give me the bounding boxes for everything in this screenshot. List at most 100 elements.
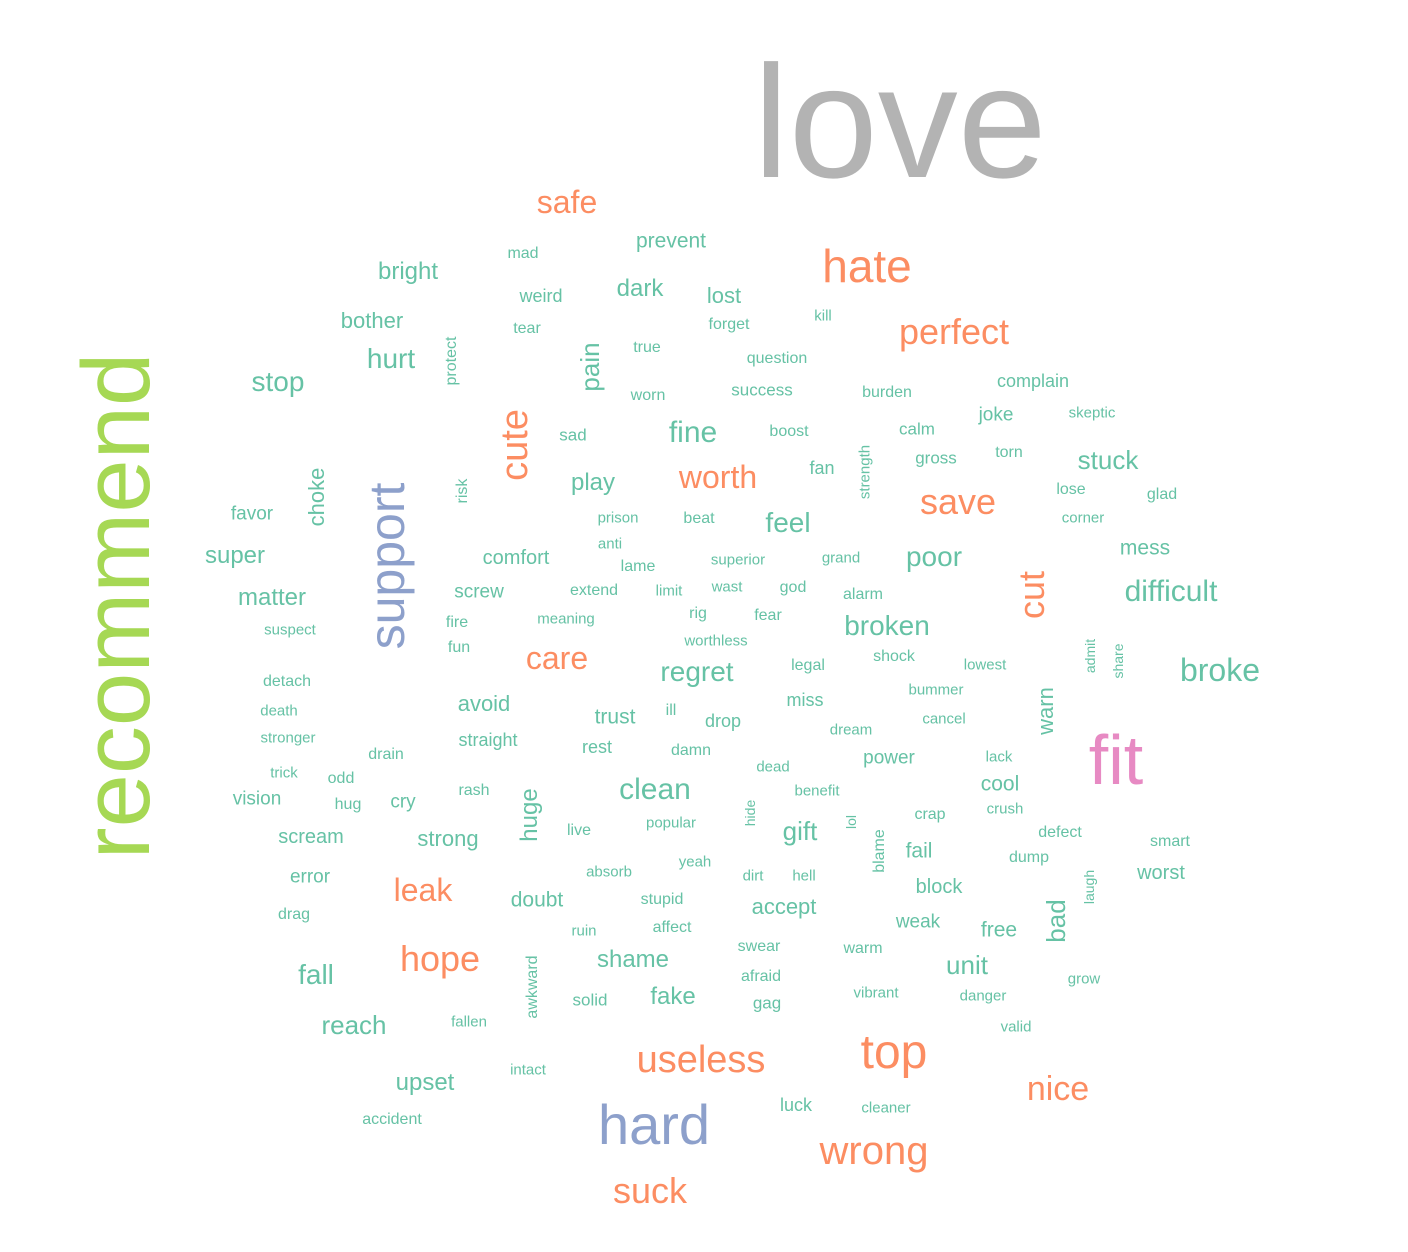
word-awkward: awkward [524,955,541,1019]
word-hug: hug [334,796,362,813]
word-ill: ill [665,702,677,719]
word-dark: dark [616,275,664,302]
word-live: live [566,822,592,839]
word-choke: choke [304,467,329,527]
word-screw: screw [454,581,504,603]
word-fake: fake [650,983,696,1010]
word-unit: unit [946,950,988,980]
word-popular: popular [645,814,697,832]
word-super: super [204,542,266,569]
word-absorb: absorb [586,863,632,881]
word-fun: fun [447,639,471,656]
word-death: death [260,702,298,720]
word-doubt: doubt [510,888,564,912]
word-yeah: yeah [678,853,712,871]
word-valid: valid [1000,1018,1032,1036]
word-drop: drop [704,711,742,731]
word-lol: lol [843,814,859,830]
word-prevent: prevent [635,229,707,253]
word-comfort: comfort [482,547,550,569]
word-dream: dream [829,721,873,739]
word-corner: corner [1061,509,1105,527]
word-power: power [863,747,915,769]
word-cute: cute [494,409,536,481]
word-gift: gift [782,816,818,846]
word-luck: luck [779,1095,813,1115]
word-stop: stop [251,366,305,397]
word-odd: odd [327,770,355,787]
word-hard: hard [597,1093,711,1156]
word-difficult: difficult [1124,575,1218,608]
word-protect: protect [443,336,460,386]
word-save: save [919,481,997,522]
word-drag: drag [277,906,311,923]
word-safe: safe [536,184,598,220]
word-fine: fine [668,416,718,449]
word-fit: fit [1088,721,1144,799]
word-poor: poor [905,541,963,572]
word-legal: legal [791,657,825,674]
word-lose: lose [1056,481,1086,498]
word-bummer: bummer [908,681,964,699]
word-vibrant: vibrant [853,984,899,1002]
word-worn: worn [630,387,666,404]
word-broke: broke [1179,652,1261,688]
word-dirt: dirt [742,867,764,885]
word-love: love [753,32,1047,211]
word-block: block [915,876,963,898]
word-error: error [289,866,331,888]
word-prison: prison [597,509,639,527]
word-cry: cry [390,791,416,813]
word-accident: accident [362,1111,422,1128]
word-lame: lame [620,558,656,575]
word-question: question [746,350,808,367]
word-bright: bright [377,258,439,285]
word-clean: clean [619,773,691,806]
word-blame: blame [871,829,888,873]
word-defect: defect [1038,824,1082,841]
word-risk: risk [454,478,471,504]
word-lost: lost [706,283,742,308]
word-danger: danger [959,987,1007,1005]
word-fire: fire [445,614,469,631]
word-worthless: worthless [684,632,748,650]
word-stuck: stuck [1077,445,1139,475]
word-leak: leak [393,872,453,908]
word-fan: fan [809,458,835,478]
word-solid: solid [572,990,608,1010]
word-rig: rig [689,605,707,622]
word-strength: strength [856,444,874,500]
word-rash: rash [458,782,490,799]
word-superior: superior [710,551,766,569]
word-hell: hell [792,867,816,885]
word-bad: bad [1041,899,1071,943]
word-cool: cool [980,772,1020,796]
word-admit: admit [1082,638,1098,674]
word-recommend: recommend [63,352,170,860]
word-feel: feel [765,507,811,538]
word-shame: shame [596,946,670,973]
word-hate: hate [822,240,912,292]
word-fall: fall [298,959,334,990]
word-boost: boost [769,423,809,440]
word-crap: crap [914,806,946,823]
word-worst: worst [1137,862,1185,884]
word-reach: reach [321,1010,387,1040]
word-cut: cut [1011,570,1052,620]
word-weak: weak [895,911,941,933]
word-tear: tear [513,320,541,337]
word-share: share [1110,643,1126,679]
word-affect: affect [652,919,692,936]
word-alarm: alarm [842,586,884,603]
word-suck: suck [612,1170,688,1211]
word-weird: weird [519,286,563,306]
word-mess: mess [1119,536,1171,560]
word-straight: straight [458,730,518,750]
word-pain: pain [575,342,605,392]
word-meaning: meaning [537,610,595,628]
word-trick: trick [270,764,298,782]
word-glad: glad [1146,486,1178,503]
word-hope: hope [399,938,481,979]
word-wast: wast [711,578,743,596]
word-sad: sad [559,425,587,445]
